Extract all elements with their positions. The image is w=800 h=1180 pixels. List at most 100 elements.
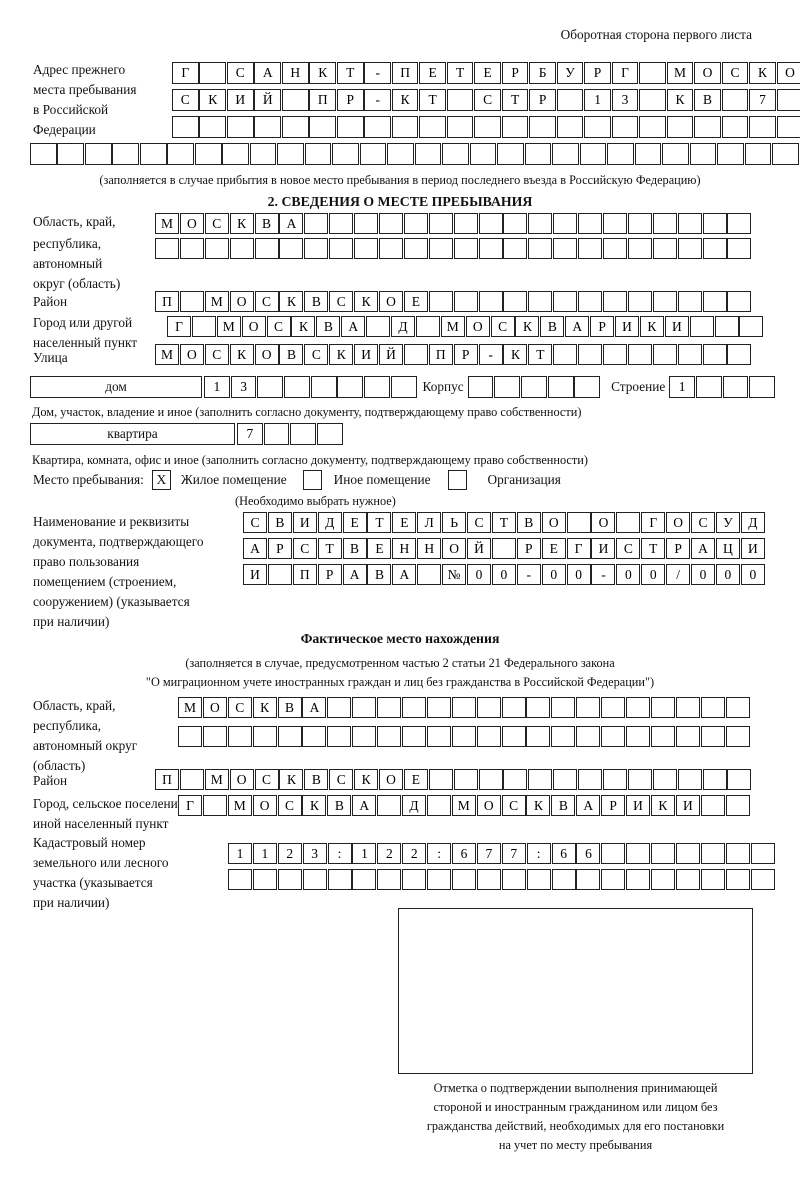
district-row-cell-17[interactable] [578, 291, 603, 312]
document-row-1-cell-20[interactable]: Д [740, 512, 765, 533]
region-row-2-cell-18[interactable] [603, 238, 628, 259]
actual-district-row-cell-17[interactable] [578, 769, 603, 790]
document-row-2-cell-7[interactable]: Н [417, 538, 442, 559]
prev-address-row-4-cell-5[interactable] [167, 143, 195, 165]
cadastral-row-2[interactable] [228, 869, 776, 890]
district-row-cell-2[interactable]: М [204, 291, 229, 312]
city-row-cell-2[interactable]: М [216, 316, 241, 337]
city-row-cell-8[interactable] [366, 316, 391, 337]
document-row-3-cell-4[interactable]: А [342, 564, 367, 585]
prev-address-row-4-cell-6[interactable] [194, 143, 222, 165]
korpus-cells-cell-2[interactable] [521, 376, 547, 398]
region-row-1-cell-10[interactable] [403, 213, 428, 234]
prev-address-row-4-cell-12[interactable] [359, 143, 387, 165]
actual-district-row-cell-5[interactable]: К [279, 769, 304, 790]
prev-address-row-1-cell-2[interactable]: С [226, 62, 254, 84]
prev-address-row-3-cell-14[interactable] [556, 116, 584, 138]
actual-city-row-cell-6[interactable]: В [327, 795, 352, 816]
actual-region-row-1-cell-5[interactable]: А [302, 697, 327, 718]
actual-region-row-1-cell-16[interactable] [576, 697, 601, 718]
document-row-2-cell-12[interactable]: Е [541, 538, 566, 559]
prev-address-row-4-cell-22[interactable] [634, 143, 662, 165]
actual-district-row-cell-12[interactable] [453, 769, 478, 790]
prev-address-row-1-cell-19[interactable]: О [694, 62, 721, 84]
street-row-cell-20[interactable] [652, 344, 677, 365]
prev-address-row-3-cell-10[interactable] [446, 116, 474, 138]
prev-address-row-4-cell-2[interactable] [84, 143, 112, 165]
prev-address-row-2-cell-17[interactable] [639, 89, 666, 111]
actual-district-row-cell-20[interactable] [652, 769, 677, 790]
district-row-cell-1[interactable] [179, 291, 204, 312]
flat-cells-cell-0[interactable]: 7 [237, 423, 263, 445]
street-row-cell-21[interactable] [677, 344, 702, 365]
actual-region-row-2-cell-13[interactable] [501, 726, 526, 747]
document-row-3-cell-9[interactable]: 0 [467, 564, 492, 585]
document-row-1-cell-4[interactable]: Е [342, 512, 367, 533]
actual-region-row-1-cell-6[interactable] [327, 697, 352, 718]
prev-address-row-1-cell-11[interactable]: Е [474, 62, 501, 84]
district-row-cell-0[interactable]: П [155, 291, 179, 312]
document-row-3-cell-7[interactable] [417, 564, 442, 585]
region-row-2-cell-0[interactable] [155, 238, 179, 259]
prev-address-row-2-cell-5[interactable]: П [309, 89, 337, 111]
prev-address-row-4-cell-14[interactable] [414, 143, 442, 165]
actual-city-row-cell-14[interactable]: К [526, 795, 551, 816]
house-cells-cell-5[interactable] [337, 376, 364, 398]
document-row-1-cell-2[interactable]: И [292, 512, 317, 533]
city-row-cell-16[interactable]: А [565, 316, 590, 337]
actual-city-row-cell-10[interactable] [426, 795, 451, 816]
korpus-cells-cell-0[interactable] [467, 376, 494, 398]
actual-district-row-cell-10[interactable]: Е [403, 769, 428, 790]
region-row-2-cell-15[interactable] [528, 238, 553, 259]
actual-district-row-cell-23[interactable] [727, 769, 752, 790]
street-row-cell-5[interactable]: В [279, 344, 304, 365]
cadastral-row-1-cell-3[interactable]: 3 [302, 843, 327, 864]
cadastral-row-2-cell-17[interactable] [651, 869, 676, 890]
district-row-cell-18[interactable] [603, 291, 628, 312]
prev-address-row-3-cell-19[interactable] [694, 116, 721, 138]
document-row-3-cell-5[interactable]: В [367, 564, 392, 585]
document-row-1-cell-3[interactable]: Д [317, 512, 342, 533]
prev-address-row-1-cell-20[interactable]: С [721, 62, 749, 84]
prev-address-row-4-cell-13[interactable] [387, 143, 414, 165]
actual-city-row-cell-4[interactable]: С [277, 795, 302, 816]
street-row-cell-17[interactable] [578, 344, 603, 365]
prev-address-row-1-cell-18[interactable]: М [666, 62, 694, 84]
district-row-cell-4[interactable]: С [254, 291, 279, 312]
prev-address-row-2-cell-11[interactable]: С [474, 89, 501, 111]
city-row-cell-19[interactable]: К [639, 316, 664, 337]
document-row-3[interactable]: И П Р А В А № 0 0-0 0-0 0/0 0 0 [243, 564, 766, 585]
actual-region-row-2-cell-21[interactable] [700, 726, 725, 747]
document-row-1-cell-18[interactable]: С [691, 512, 716, 533]
region-row-2[interactable] [155, 238, 752, 259]
prev-address-row-4-cell-26[interactable] [744, 143, 772, 165]
region-row-1-cell-1[interactable]: О [179, 213, 204, 234]
prev-address-row-2-cell-18[interactable]: К [666, 89, 694, 111]
prev-address-row-4-cell-23[interactable] [662, 143, 689, 165]
prev-address-row-4-cell-7[interactable] [222, 143, 249, 165]
region-row-1-cell-11[interactable] [428, 213, 453, 234]
cadastral-row-1-cell-10[interactable]: 7 [476, 843, 501, 864]
actual-city-row-cell-21[interactable] [700, 795, 725, 816]
actual-region-row-2-cell-14[interactable] [526, 726, 551, 747]
prev-address-row-4-cell-17[interactable] [497, 143, 524, 165]
document-row-2-cell-20[interactable]: И [740, 538, 765, 559]
document-row-3-cell-19[interactable]: 0 [715, 564, 740, 585]
house-cells-cell-3[interactable] [284, 376, 310, 398]
city-row-cell-20[interactable]: И [664, 316, 689, 337]
region-row-1-cell-16[interactable] [553, 213, 578, 234]
actual-region-row-1-cell-1[interactable]: О [202, 697, 227, 718]
prev-address-row-3-cell-2[interactable] [226, 116, 254, 138]
prev-address-row-3-cell-7[interactable] [364, 116, 391, 138]
document-row-2-cell-13[interactable]: Г [566, 538, 591, 559]
actual-city-row-cell-5[interactable]: К [302, 795, 327, 816]
region-row-2-cell-12[interactable] [453, 238, 478, 259]
street-row-cell-4[interactable]: О [254, 344, 279, 365]
prev-address-row-2-cell-7[interactable]: - [364, 89, 391, 111]
cadastral-row-2-cell-10[interactable] [476, 869, 501, 890]
cadastral-row-2-cell-19[interactable] [700, 869, 725, 890]
prev-address-row-4-cell-8[interactable] [249, 143, 277, 165]
